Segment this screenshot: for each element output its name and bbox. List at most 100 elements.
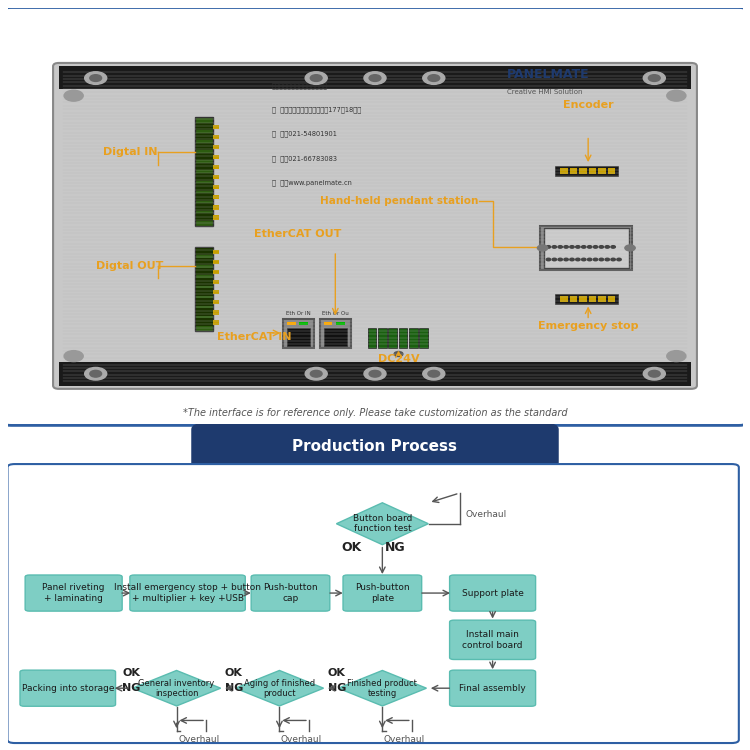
- Circle shape: [428, 75, 439, 82]
- Bar: [419, 328, 428, 348]
- Bar: [368, 328, 376, 348]
- Bar: [196, 308, 212, 316]
- Bar: [196, 122, 212, 130]
- Circle shape: [564, 246, 568, 248]
- Text: NG: NG: [225, 683, 243, 694]
- Circle shape: [305, 72, 327, 84]
- Bar: [213, 165, 219, 170]
- Circle shape: [538, 245, 548, 251]
- Bar: [196, 248, 212, 255]
- Circle shape: [558, 246, 562, 248]
- Circle shape: [546, 258, 550, 261]
- Text: 传  真：021-66783083: 传 真：021-66783083: [272, 155, 337, 161]
- Bar: [196, 203, 212, 211]
- Bar: [196, 142, 212, 150]
- FancyBboxPatch shape: [251, 575, 330, 611]
- Bar: [213, 215, 219, 220]
- Text: Panel riveting
+ laminating: Panel riveting + laminating: [43, 583, 105, 603]
- Bar: [608, 296, 615, 302]
- Circle shape: [64, 90, 83, 101]
- Bar: [196, 153, 212, 160]
- Bar: [555, 294, 617, 304]
- Bar: [213, 310, 219, 314]
- Circle shape: [364, 72, 386, 84]
- Circle shape: [369, 370, 381, 377]
- Circle shape: [369, 75, 381, 82]
- Text: Digtal IN: Digtal IN: [103, 148, 158, 158]
- Bar: [213, 135, 219, 139]
- FancyBboxPatch shape: [0, 8, 750, 425]
- FancyBboxPatch shape: [53, 63, 697, 388]
- Text: Overhaul: Overhaul: [466, 509, 507, 518]
- Bar: [589, 296, 596, 302]
- Circle shape: [423, 368, 445, 380]
- Circle shape: [64, 351, 83, 361]
- Circle shape: [85, 368, 106, 380]
- Circle shape: [644, 72, 665, 84]
- Polygon shape: [337, 503, 428, 544]
- Circle shape: [581, 246, 586, 248]
- Text: General inventory
inspection: General inventory inspection: [139, 679, 214, 698]
- Circle shape: [570, 246, 574, 248]
- Text: OK: OK: [225, 668, 243, 678]
- Circle shape: [558, 258, 562, 261]
- Text: NG: NG: [328, 683, 346, 694]
- Text: Push-button
plate: Push-button plate: [355, 583, 410, 603]
- Bar: [378, 328, 387, 348]
- Text: Encoder: Encoder: [562, 100, 614, 110]
- Bar: [196, 318, 212, 326]
- Bar: [213, 195, 219, 200]
- Bar: [196, 133, 212, 140]
- Circle shape: [564, 258, 568, 261]
- Circle shape: [593, 246, 598, 248]
- Circle shape: [576, 258, 580, 261]
- Bar: [286, 322, 296, 326]
- Circle shape: [599, 258, 604, 261]
- Text: Creative HMI Solution: Creative HMI Solution: [507, 88, 583, 94]
- Circle shape: [644, 368, 665, 380]
- Bar: [213, 206, 219, 209]
- Circle shape: [649, 75, 660, 82]
- Circle shape: [587, 258, 592, 261]
- Circle shape: [593, 258, 598, 261]
- Bar: [388, 328, 397, 348]
- FancyBboxPatch shape: [20, 670, 116, 706]
- Text: Eth Or Ou: Eth Or Ou: [322, 311, 349, 316]
- Bar: [196, 183, 212, 190]
- Bar: [323, 328, 347, 346]
- Circle shape: [364, 368, 386, 380]
- Bar: [598, 168, 606, 174]
- Bar: [213, 124, 219, 129]
- Bar: [195, 247, 213, 331]
- Circle shape: [552, 246, 556, 248]
- Bar: [598, 296, 606, 302]
- Text: Push-button
cap: Push-button cap: [263, 583, 318, 603]
- Circle shape: [605, 258, 610, 261]
- Text: Eth Or IN: Eth Or IN: [286, 311, 311, 316]
- Bar: [579, 168, 586, 174]
- Text: Final assembly: Final assembly: [459, 684, 526, 693]
- Circle shape: [625, 245, 635, 251]
- Bar: [560, 296, 568, 302]
- Text: Packing into storage: Packing into storage: [22, 684, 114, 693]
- FancyBboxPatch shape: [343, 575, 422, 611]
- Circle shape: [90, 370, 101, 377]
- Bar: [579, 296, 586, 302]
- Bar: [213, 175, 219, 179]
- Text: OK: OK: [122, 668, 140, 678]
- Circle shape: [611, 246, 615, 248]
- Text: 电  话：021-54801901: 电 话：021-54801901: [272, 130, 337, 137]
- Text: 制造商：上海兀迪电子有限公司: 制造商：上海兀迪电子有限公司: [272, 82, 328, 88]
- Text: Support plate: Support plate: [462, 589, 524, 598]
- Bar: [213, 145, 219, 149]
- Circle shape: [581, 258, 586, 261]
- Circle shape: [576, 246, 580, 248]
- Circle shape: [85, 72, 106, 84]
- Bar: [213, 290, 219, 294]
- Text: Hand-held pendant station: Hand-held pendant station: [320, 196, 478, 206]
- Bar: [323, 322, 332, 326]
- Bar: [544, 228, 628, 268]
- Circle shape: [552, 258, 556, 261]
- Text: Button board
function test: Button board function test: [352, 514, 412, 533]
- Bar: [196, 288, 212, 296]
